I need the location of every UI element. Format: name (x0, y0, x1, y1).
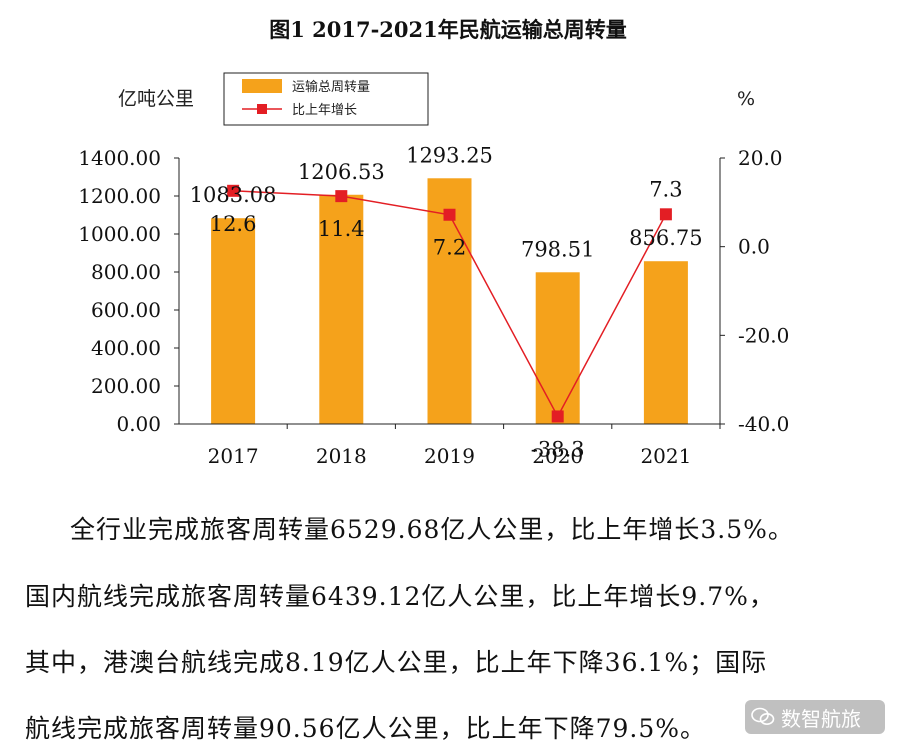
growth-point-2017 (227, 184, 240, 197)
y-tick-label: 200.00 (91, 374, 161, 398)
y-tick-label: 1400.00 (78, 146, 161, 170)
y2-tick-label: 0.0 (738, 235, 770, 259)
paragraph-passenger-total: 全行业完成旅客周转量6529.68亿人公里，比上年增长3.5%。 (70, 515, 794, 544)
y2-tick-label: 20.0 (738, 146, 783, 170)
paragraph-international: 航线完成旅客周转量90.56亿人公里，比上年下降79.5%。 (25, 714, 706, 743)
y-tick-label: 600.00 (91, 298, 161, 322)
y-tick-label: 1200.00 (78, 184, 161, 208)
y2-axis-label: % (737, 88, 755, 110)
paragraph-hk-macao-taiwan: 其中，港澳台航线完成8.19亿人公里，比上年下降36.1%；国际 (25, 648, 768, 677)
legend-bar-swatch (242, 79, 282, 93)
bar-2017 (211, 218, 256, 424)
y2-tick-label: -20.0 (738, 323, 789, 347)
y-tick-label: 400.00 (91, 336, 161, 360)
legend-bar-label: 运输总周转量 (292, 79, 370, 95)
bar-value-label: 798.51 (521, 237, 594, 261)
bar-value-label: 1206.53 (298, 160, 385, 184)
watermark-text: 数智航旅 (781, 706, 861, 731)
x-tick-label: 2017 (208, 444, 259, 468)
legend-line-label: 比上年增长 (292, 103, 357, 118)
x-tick-label: 2018 (316, 444, 367, 468)
growth-point-2021 (659, 208, 672, 221)
growth-value-label: 11.4 (318, 217, 365, 241)
y-tick-label: 800.00 (91, 260, 161, 284)
growth-value-label: 7.2 (433, 236, 466, 260)
bar-value-label: 856.75 (629, 226, 702, 250)
bar-2018 (319, 194, 364, 424)
legend-line-marker (257, 104, 267, 114)
growth-point-2020 (551, 410, 564, 423)
growth-point-2018 (335, 190, 348, 203)
x-tick-label: 2020 (532, 444, 583, 468)
wechat-icon (751, 707, 775, 725)
chart-title: 图1 2017-2021年民航运输总周转量 (269, 17, 627, 42)
y-axis-label: 亿吨公里 (118, 88, 194, 110)
x-tick-label: 2019 (424, 444, 475, 468)
bar-value-label: 1083.08 (190, 183, 277, 207)
x-tick-label: 2021 (640, 444, 691, 468)
bar-value-label: 1293.25 (406, 143, 493, 167)
legend: 运输总周转量 比上年增长 (223, 72, 429, 126)
watermark: 数智航旅 (745, 700, 885, 734)
bar-2021 (643, 261, 688, 424)
growth-value-label: 12.6 (210, 212, 257, 236)
paragraph-domestic: 国内航线完成旅客周转量6439.12亿人公里，比上年增长9.7%， (25, 582, 775, 611)
y2-tick-label: -40.0 (738, 412, 789, 436)
plot-area: 0.00 200.00 400.00 600.00 800.00 1000.00 1200.… (78, 143, 789, 468)
chart: 图1 2017-2021年民航运输总周转量 运输总周转量 比上年增长 亿吨公里 … (78, 17, 789, 468)
growth-value-label: 7.3 (649, 177, 682, 201)
y-tick-label: 0.00 (116, 412, 161, 436)
growth-value-label: -38.3 (531, 437, 585, 461)
bar-2020 (535, 272, 580, 424)
growth-point-2019 (443, 208, 456, 221)
y-tick-label: 1000.00 (78, 222, 161, 246)
